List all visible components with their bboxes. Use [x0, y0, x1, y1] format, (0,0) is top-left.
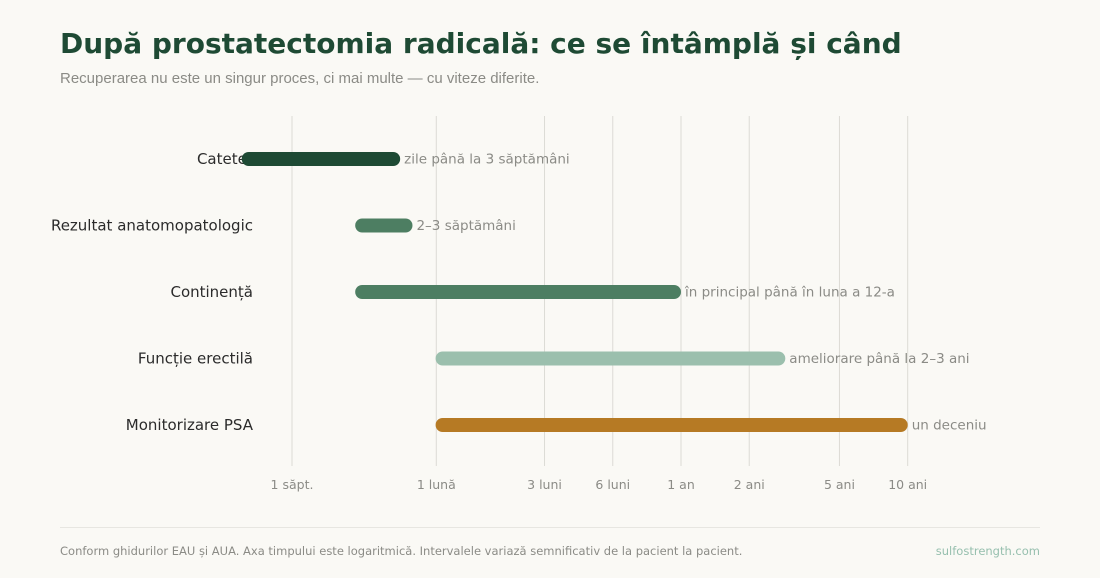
range-bar	[435, 351, 786, 366]
x-tick-label: 6 luni	[595, 477, 630, 492]
range-annotation: zile până la 3 săptămâni	[404, 152, 570, 168]
category-label: Funcție erectilă	[138, 350, 253, 368]
x-tick-label: 1 lună	[417, 477, 456, 492]
range-annotation: 2–3 săptămâni	[416, 218, 515, 234]
x-tick-label: 2 ani	[734, 477, 765, 492]
category-label: Monitorizare PSA	[126, 416, 254, 434]
category-label: Cateter	[197, 150, 254, 168]
range-annotation: ameliorare până la 2–3 ani	[789, 351, 969, 367]
category-label: Rezultat anatomopatologic	[51, 217, 253, 235]
page-title: După prostatectomia radicală: ce se întâ…	[60, 27, 902, 60]
footer-divider	[60, 527, 1040, 528]
range-bar	[355, 285, 681, 299]
range-bar	[355, 218, 413, 233]
range-annotation: în principal până în luna a 12-a	[684, 285, 895, 301]
range-bar	[241, 152, 401, 166]
category-label: Continență	[170, 283, 253, 301]
x-tick-label: 3 luni	[527, 477, 562, 492]
x-tick-label: 5 ani	[824, 477, 855, 492]
x-tick-label: 10 ani	[888, 477, 927, 492]
range-annotation: un deceniu	[912, 418, 987, 434]
footer-note: Conform ghidurilor EAU și AUA. Axa timpu…	[60, 544, 743, 558]
x-tick-label: 1 săpt.	[271, 477, 314, 492]
timeline-chart: 1 săpt. 1 lună 3 luni 6 luni 1 an 2 ani 5 ani 1…	[51, 116, 987, 492]
x-tick-label: 1 an	[667, 477, 695, 492]
page-subtitle: Recuperarea nu este un singur proces, ci…	[60, 70, 540, 87]
footer-brand-link[interactable]: sulfostrength.com	[935, 544, 1040, 558]
range-bar	[435, 418, 908, 432]
